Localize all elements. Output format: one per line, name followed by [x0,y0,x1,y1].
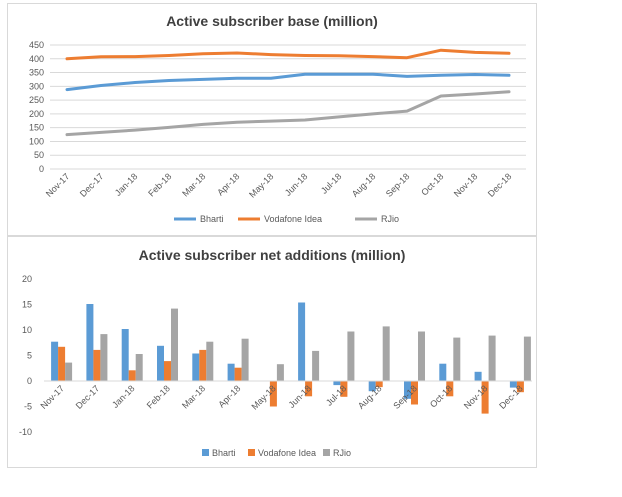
bar-rjio [135,354,143,381]
bar-rjio [418,331,425,381]
legend-swatch-vodafone-idea [248,449,255,456]
bar-rjio [65,362,73,381]
x-tick-label: Apr-18 [216,383,242,409]
bar-bharti [51,341,59,381]
x-tick-label: Nov-17 [44,171,72,199]
x-tick-label: Dec-17 [78,171,106,199]
x-tick-label: Jul-18 [319,171,343,195]
chart-title: Active subscriber base (million) [166,13,378,29]
net-additions-bar-chart: -10 -5 0 5 10 15 20 Nov-17 Dec-17 Jan-18 Feb-18 Mar… [19,274,532,458]
bar-bharti [157,345,164,381]
bar-bharti [509,381,517,388]
bar-vodafone-idea [58,346,66,381]
x-tick-label: Oct-18 [419,171,445,197]
y-tick-label: 10 [22,325,32,335]
y-tick-label: 100 [29,136,44,146]
y-tick-label: 20 [22,274,32,284]
bar-bharti [404,381,411,399]
y-tick-label: 0 [39,164,44,174]
x-tick-label: Nov-18 [452,171,480,199]
y-tick-label: 5 [27,351,32,361]
y-tick-label: 350 [29,68,44,78]
y-tick-label: 15 [22,300,32,310]
x-tick-label: Dec-17 [74,383,102,411]
legend-swatch-rjio [323,449,330,456]
y-tick-label: -5 [24,402,32,412]
legend-label: Bharti [212,448,236,458]
bar-rjio [523,336,531,381]
x-tick-label: Jun-18 [287,383,314,410]
y-tick-label: 50 [34,150,44,160]
chart-title: Active subscriber net additions (million… [138,247,406,263]
legend-label: RJio [333,448,351,458]
bar-vodafone-idea [234,367,242,381]
bar-rjio [347,331,355,381]
legend-label: Bharti [200,214,224,224]
bar-bharti [86,304,94,381]
x-tick-label: Mar-18 [180,383,207,410]
x-tick-label: Nov-17 [38,383,66,411]
bar-bharti [474,371,482,381]
subscriber-base-line-chart: 0 50 100 150 200 250 300 350 400 450 Nov-17 Dec-17 J… [29,40,526,224]
legend-label: Vodafone Idea [258,448,316,458]
series-line-bharti [65,72,511,92]
bar-vodafone-idea [93,349,101,381]
bar-bharti [192,353,200,381]
subscriber-base-chart-panel: Active subscriber base (million) 0 50 100 1… [7,3,537,236]
bar-vodafone-idea [269,381,277,407]
net-additions-chart-panel: Active subscriber net additions (million… [7,236,537,468]
x-tick-label: Oct-18 [428,383,454,409]
y-tick-label: 0 [27,376,32,386]
bar-vodafone-idea [375,381,383,388]
bar-rjio [312,350,320,381]
bar-bharti [368,381,376,392]
y-tick-label: 300 [29,81,44,91]
x-tick-label: Jun-18 [283,171,310,198]
bar-vodafone-idea [128,370,136,381]
bar-vodafone-idea [340,381,348,397]
bar-rjio [171,308,178,381]
x-tick-label: Mar-18 [180,171,207,198]
x-tick-label: Apr-18 [215,171,241,197]
y-tick-label: -10 [19,427,32,437]
legend-label: Vodafone Idea [264,214,322,224]
y-tick-label: 250 [29,95,44,105]
y-tick-label: 450 [29,40,44,50]
x-tick-label: Feb-18 [146,171,173,198]
y-tick-label: 150 [29,123,44,133]
bar-rjio [100,334,108,381]
bar-vodafone-idea [411,381,418,405]
x-tick-label: Feb-18 [145,383,172,410]
x-tick-label: Jan-18 [113,171,140,198]
bar-bharti [121,329,129,381]
bar-rjio [276,364,284,381]
y-tick-label: 200 [29,109,44,119]
bar-vodafone-idea [481,381,489,414]
x-tick-label: Sep-18 [384,171,412,199]
bar-rjio [488,335,496,381]
bar-rjio [382,326,390,381]
bar-rjio [206,341,214,381]
bar-bharti [333,381,341,386]
x-tick-label: Jan-18 [110,383,137,410]
x-tick-label: Dec-18 [486,171,514,199]
series-line-vodafone-idea [65,48,511,61]
bar-vodafone-idea [446,381,454,397]
bar-vodafone-idea [199,349,207,381]
bar-rjio [241,338,249,381]
bar-vodafone-idea [516,381,524,393]
bar-bharti [227,363,235,381]
bar-vodafone-idea [164,361,171,381]
series-line-rjio [65,90,511,137]
x-tick-label: Aug-18 [350,171,378,199]
bar-vodafone-idea [305,381,313,397]
legend-label: RJio [381,214,399,224]
bar-bharti [298,302,306,381]
x-tick-label: May-18 [247,171,275,199]
bar-bharti [439,363,447,381]
y-tick-label: 400 [29,54,44,64]
bar-rjio [453,337,461,381]
legend-swatch-bharti [202,449,209,456]
